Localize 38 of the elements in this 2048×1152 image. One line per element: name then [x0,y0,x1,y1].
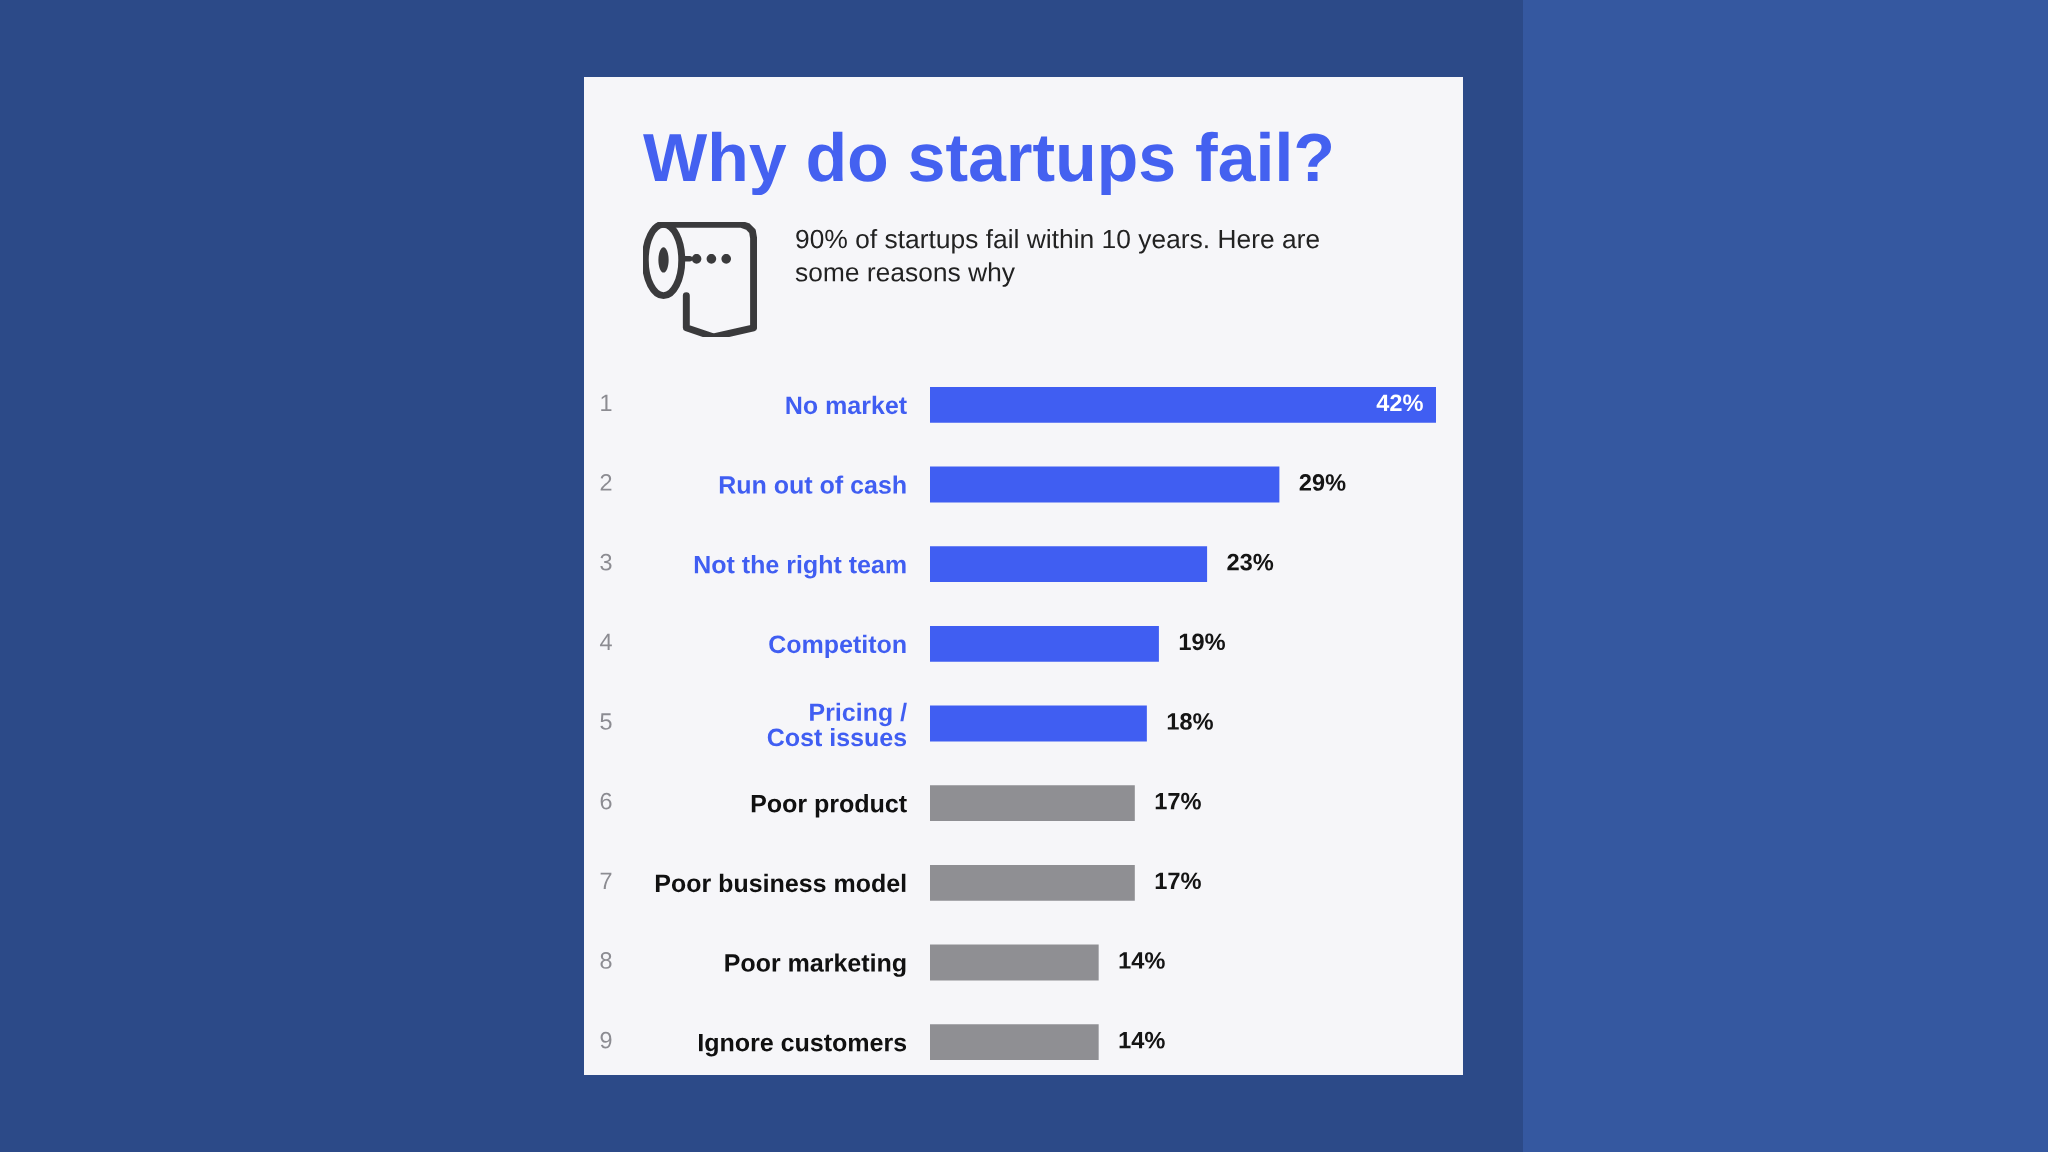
bar [930,705,1147,742]
y-tick-label: No market [786,395,907,415]
y-tick-label: Ignore customers [698,1033,907,1057]
data-label: 29% [1299,474,1346,491]
data-label: 14% [1119,1031,1165,1049]
chart-title: Why do startups fail? [643,131,1331,196]
chart-subtitle: 90% of startups fail within 10 years. Here are some reasons why [795,229,1319,287]
bar [930,546,1208,583]
text: 7 [600,872,612,889]
text: 8 [600,952,612,969]
y-tick-label: Poor marketing [725,953,906,977]
y-tick-label: Poor business model [655,873,906,893]
text: 3 [600,553,612,571]
data-label: 17% [1155,872,1201,890]
text: 5 [600,713,612,730]
data-label: 14% [1119,952,1165,969]
y-tick-label: Not the right team [694,555,906,579]
bar [930,785,1135,822]
y-tick-label: Competiton [769,634,906,659]
text: 6 [600,792,612,810]
bar [930,625,1159,662]
data-label: 23% [1227,553,1274,571]
data-label: 19% [1179,633,1225,651]
text: 4 [599,633,612,650]
text: 2 [600,474,612,491]
bar [930,944,1099,981]
text: 1 [601,394,612,411]
text: 9 [600,1031,612,1049]
y-tick-label: Poor product [751,794,907,818]
data-label: 17% [1155,792,1201,810]
y-tick-label: Run out of cash [719,475,906,494]
bar [930,1024,1099,1061]
y-tick-label: Pricing / Cost issues [767,702,907,747]
data-label: 42% [1376,394,1423,412]
bar [930,864,1135,901]
bar [930,386,1436,423]
bar [930,466,1280,503]
data-label: 18% [1167,713,1213,730]
